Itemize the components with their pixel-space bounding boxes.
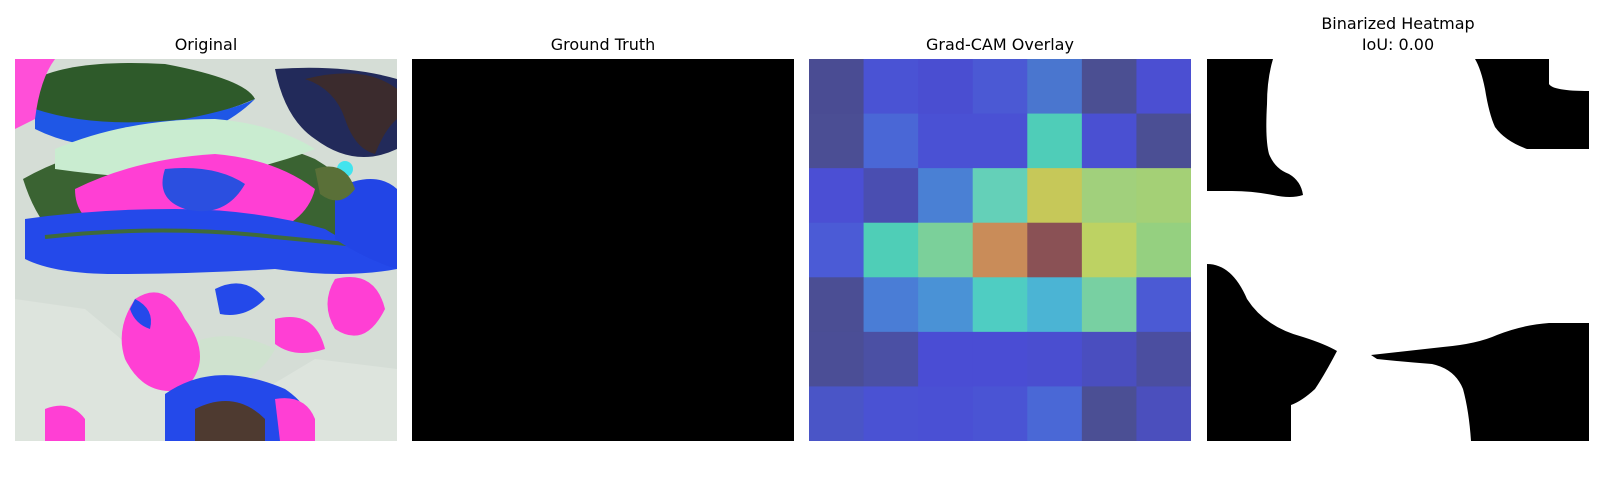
gradcam-cell [1027, 222, 1083, 278]
gradcam-cell [863, 113, 919, 169]
gradcam-cell [918, 386, 974, 441]
gradcam-cell [863, 59, 919, 115]
gradcam-cell [1136, 277, 1191, 333]
gradcam-cell [809, 168, 865, 224]
panel-title-ground-truth: Ground Truth [550, 35, 656, 54]
binarized-heatmap [1207, 59, 1589, 441]
panel-subtitle-iou: IoU: 0.00 [1361, 35, 1435, 54]
gradcam-cell [972, 222, 1028, 278]
gradcam-cell [972, 113, 1028, 169]
gradcam-cell [918, 331, 974, 387]
gradcam-cell [1136, 59, 1191, 115]
gradcam-cell [972, 386, 1028, 441]
gradcam-cell [1027, 277, 1083, 333]
original-image [15, 59, 397, 441]
gradcam-cell [1081, 386, 1137, 441]
gradcam-cell [1136, 113, 1191, 169]
gradcam-cell [863, 222, 919, 278]
ground-truth-mask [412, 59, 794, 441]
gradcam-cell [918, 168, 974, 224]
gradcam-cell [918, 222, 974, 278]
gradcam-cell [863, 386, 919, 441]
gradcam-cell [863, 168, 919, 224]
gradcam-cell [809, 222, 865, 278]
gradcam-cell [1081, 222, 1137, 278]
gradcam-cell [1136, 386, 1191, 441]
panel-title-gradcam-overlay: Grad-CAM Overlay [926, 35, 1074, 54]
gradcam-cell [863, 331, 919, 387]
gradcam-cell [1081, 331, 1137, 387]
gradcam-cell [1081, 113, 1137, 169]
panel-title-original: Original [174, 35, 238, 54]
gradcam-cell [1027, 331, 1083, 387]
gradcam-cell [809, 113, 865, 169]
gradcam-cell [1136, 222, 1191, 278]
gradcam-cell [1081, 168, 1137, 224]
gradcam-cell [918, 59, 974, 115]
gradcam-cell [972, 331, 1028, 387]
gradcam-cell [863, 277, 919, 333]
gradcam-cell [918, 113, 974, 169]
gradcam-cell [1027, 386, 1083, 441]
gradcam-overlay-heatmap [809, 59, 1191, 441]
gradcam-cell [809, 277, 865, 333]
gradcam-cell [809, 59, 865, 115]
gradcam-cell [1136, 168, 1191, 224]
gradcam-cell [972, 168, 1028, 224]
gradcam-cell [972, 59, 1028, 115]
gradcam-cell [809, 386, 865, 441]
gradcam-cell [1136, 331, 1191, 387]
gradcam-cell [1027, 59, 1083, 115]
gradcam-cell [1081, 59, 1137, 115]
gradcam-cell [809, 331, 865, 387]
gradcam-cell [918, 277, 974, 333]
panel-title-binarized-heatmap: Binarized Heatmap [1321, 14, 1475, 33]
gradcam-cell [1027, 168, 1083, 224]
gradcam-cell [1027, 113, 1083, 169]
gradcam-cell [972, 277, 1028, 333]
gradcam-cell [1081, 277, 1137, 333]
